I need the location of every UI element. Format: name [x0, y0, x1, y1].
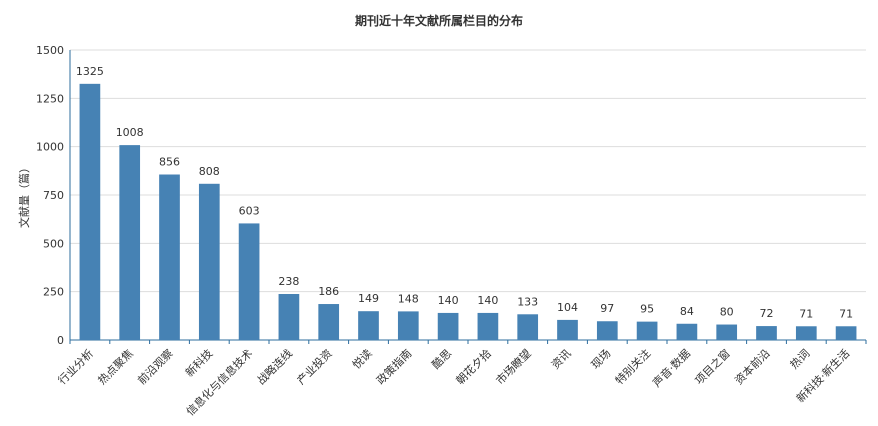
grid-lines	[70, 49, 866, 293]
data-label: 1008	[116, 126, 144, 139]
bar	[198, 183, 220, 340]
data-label: 104	[557, 301, 578, 314]
y-tick-label: 1000	[36, 141, 64, 154]
data-label: 95	[640, 303, 654, 316]
x-tick-label: 酷思	[429, 347, 454, 372]
data-label: 97	[600, 302, 614, 315]
data-label: 80	[720, 306, 734, 319]
x-tick-label: 朝花夕拾	[453, 346, 494, 387]
x-tick-label: 战略连线	[254, 346, 295, 387]
bar	[517, 314, 539, 340]
bar	[437, 312, 459, 340]
bar	[79, 83, 101, 340]
bar	[676, 323, 698, 340]
y-tick-label: 1250	[36, 92, 64, 105]
bar	[636, 321, 658, 340]
y-tick-label: 0	[57, 334, 64, 347]
y-axis-label: 文献量（篇）	[17, 162, 31, 228]
labels: 0 250 500 750 1000 1250 1500 1325 行业分析 1008 热点聚焦 85…	[36, 44, 853, 418]
x-tick-label: 产业投资	[294, 346, 335, 387]
x-tick-label: 悦读	[349, 346, 374, 371]
bar	[756, 326, 777, 340]
y-tick-label: 1500	[36, 44, 64, 57]
bar	[159, 174, 180, 340]
x-tick-label: 项目之窗	[692, 346, 733, 387]
x-tick-label: 资讯	[549, 347, 574, 372]
bar	[238, 223, 260, 340]
data-label: 603	[239, 204, 260, 217]
bar	[716, 324, 738, 340]
bar	[318, 304, 340, 340]
x-tick-label: 行业分析	[55, 346, 96, 387]
data-label: 71	[839, 307, 853, 320]
data-label: 71	[799, 307, 813, 320]
bar	[596, 321, 618, 340]
y-tick-label: 500	[43, 237, 64, 250]
bar	[835, 326, 857, 340]
x-tick-label: 热点聚焦	[96, 347, 136, 387]
data-label: 84	[680, 305, 694, 318]
x-tick-label: 热词	[788, 347, 813, 372]
x-tick-label: 声音·数据	[650, 346, 693, 389]
bar	[557, 319, 578, 340]
data-label: 140	[477, 294, 498, 307]
x-tick-label: 信息化与信息技术	[183, 346, 255, 418]
data-label: 186	[318, 285, 339, 298]
bar	[278, 293, 300, 340]
axes	[69, 50, 867, 344]
data-label: 149	[358, 292, 379, 305]
bar	[397, 311, 419, 340]
data-label: 808	[199, 165, 220, 178]
x-tick-label: 政策指南	[373, 346, 414, 387]
y-tick-label: 250	[43, 286, 64, 299]
data-label: 148	[398, 292, 419, 305]
data-label: 140	[438, 294, 459, 307]
x-tick-label: 前沿观察	[135, 346, 176, 387]
x-tick-label: 新科技	[182, 346, 215, 379]
data-label: 133	[517, 295, 538, 308]
bar	[477, 312, 499, 340]
bar	[119, 145, 141, 340]
x-tick-label: 市场瞭望	[493, 346, 534, 387]
bars	[79, 83, 857, 340]
data-label: 72	[760, 307, 774, 320]
data-label: 238	[278, 275, 299, 288]
y-tick-label: 750	[43, 189, 64, 202]
data-label: 856	[159, 156, 180, 169]
data-label: 1325	[76, 65, 104, 78]
x-tick-label: 资本前沿	[732, 346, 773, 387]
x-tick-label: 现场	[588, 346, 613, 371]
bar	[795, 326, 817, 340]
bar	[358, 311, 379, 340]
x-tick-label: 特别关注	[612, 346, 653, 387]
chart-title: 期刊近十年文献所属栏目的分布	[354, 14, 523, 28]
